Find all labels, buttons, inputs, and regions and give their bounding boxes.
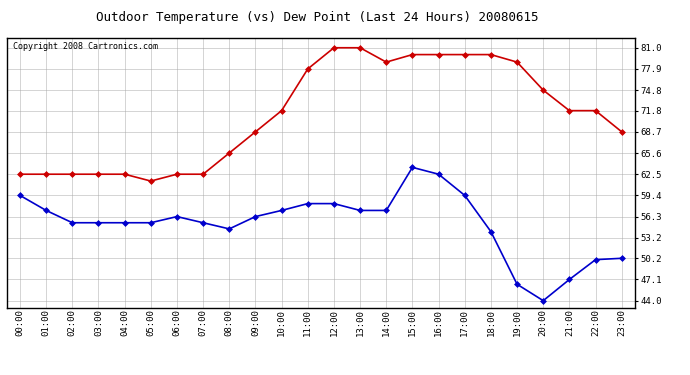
Text: Outdoor Temperature (vs) Dew Point (Last 24 Hours) 20080615: Outdoor Temperature (vs) Dew Point (Last… <box>96 11 539 24</box>
Text: Copyright 2008 Cartronics.com: Copyright 2008 Cartronics.com <box>13 42 158 51</box>
